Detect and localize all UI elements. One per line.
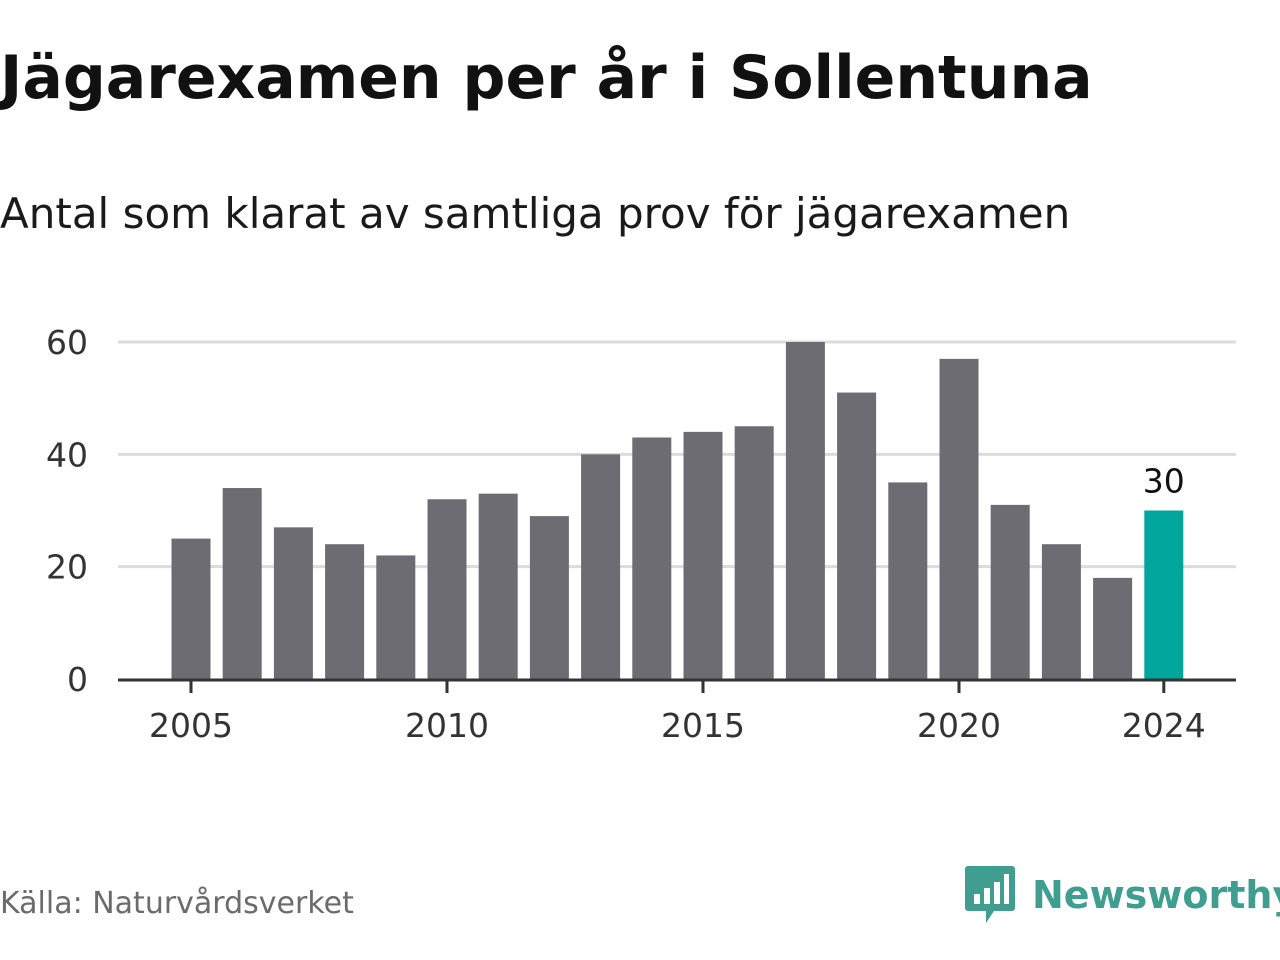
bar-2017 — [785, 342, 825, 679]
bar-2018 — [837, 392, 877, 679]
y-tick-label: 0 — [67, 660, 88, 699]
bar-2014 — [632, 437, 672, 679]
bar-chart: 0 20 40 60 30 2005 2010 2015 2020 2024 — [46, 323, 1236, 745]
x-tick-label: 2005 — [149, 706, 233, 745]
bar-2010 — [427, 499, 467, 679]
bar-2013 — [581, 454, 621, 679]
bar-2005 — [171, 538, 211, 679]
labels: 0 20 40 60 30 2005 2010 2015 2020 2024 — [46, 323, 1206, 745]
bar-2006 — [222, 488, 262, 679]
y-tick-label: 40 — [46, 435, 88, 474]
y-tick-label: 20 — [46, 548, 88, 587]
axes — [118, 678, 1236, 693]
x-tick-label: 2010 — [405, 706, 489, 745]
x-tick-label: 2015 — [661, 706, 745, 745]
bar-2022 — [1041, 544, 1081, 679]
brand-logo: Newsworthy — [964, 864, 1280, 926]
y-tick-label: 60 — [46, 323, 88, 362]
x-tick-label: 2024 — [1122, 706, 1206, 745]
bar-2024 — [1144, 510, 1184, 679]
source-note: Källa: Naturvårdsverket — [0, 886, 354, 921]
chart-title: Jägarexamen per år i Sollentuna — [0, 43, 1093, 113]
bar-2009 — [376, 555, 416, 679]
bar-2011 — [478, 493, 518, 679]
bar-2020 — [939, 358, 979, 679]
bar-2012 — [529, 516, 569, 679]
newsworthy-logo-icon — [965, 866, 1015, 923]
brand-name: Newsworthy — [1032, 873, 1280, 917]
chart-subtitle: Antal som klarat av samtliga prov för jä… — [0, 189, 1071, 238]
bar-2019 — [888, 482, 928, 679]
bar-2016 — [734, 426, 774, 679]
bar-2021 — [990, 504, 1030, 679]
x-tick-label: 2020 — [917, 706, 1001, 745]
bar-2007 — [273, 527, 313, 679]
data-label-2024: 30 — [1143, 462, 1185, 501]
bar-2015 — [683, 431, 723, 679]
bars — [171, 342, 1184, 679]
bar-2023 — [1093, 577, 1133, 679]
bar-2008 — [325, 544, 365, 679]
